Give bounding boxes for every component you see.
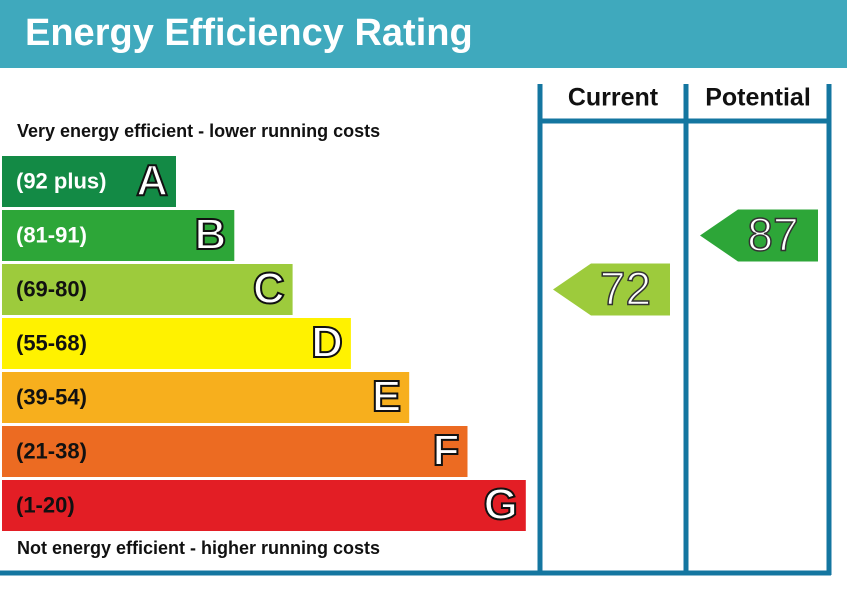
- rating-band: [2, 426, 468, 477]
- rating-band: [2, 210, 235, 261]
- top-label: Very energy efficient - lower running co…: [17, 121, 380, 141]
- band-letter: D: [311, 318, 343, 367]
- rating-band: [2, 318, 351, 369]
- column-header: Current: [568, 84, 659, 112]
- rating-band: [2, 156, 176, 207]
- column-header: Potential: [705, 84, 811, 112]
- band-letter: B: [195, 210, 227, 259]
- title: Energy Efficiency Rating: [25, 12, 473, 54]
- header-bar: [0, 0, 847, 68]
- rating-band: [2, 480, 526, 531]
- frame: [0, 84, 832, 576]
- band-range: (1-20): [16, 492, 75, 517]
- band-range: (55-68): [16, 330, 87, 355]
- band-letter: F: [433, 426, 460, 475]
- rating-band: [2, 372, 410, 423]
- band-letter: A: [136, 156, 168, 205]
- rating-band: [2, 264, 293, 315]
- band-range: (69-80): [16, 276, 87, 301]
- band-range: (21-38): [16, 438, 87, 463]
- bottom-label: Not energy efficient - higher running co…: [17, 538, 380, 558]
- rating-value: 72: [600, 263, 651, 315]
- rating-value: 87: [747, 209, 798, 261]
- rating-arrow: [700, 209, 818, 262]
- rating-arrow: [553, 263, 670, 316]
- band-range: (39-54): [16, 384, 87, 409]
- band-range: (92 plus): [16, 168, 106, 193]
- band-letter: E: [372, 372, 401, 421]
- band-letter: C: [253, 264, 285, 313]
- band-range: (81-91): [16, 222, 87, 247]
- band-letter: G: [484, 480, 518, 529]
